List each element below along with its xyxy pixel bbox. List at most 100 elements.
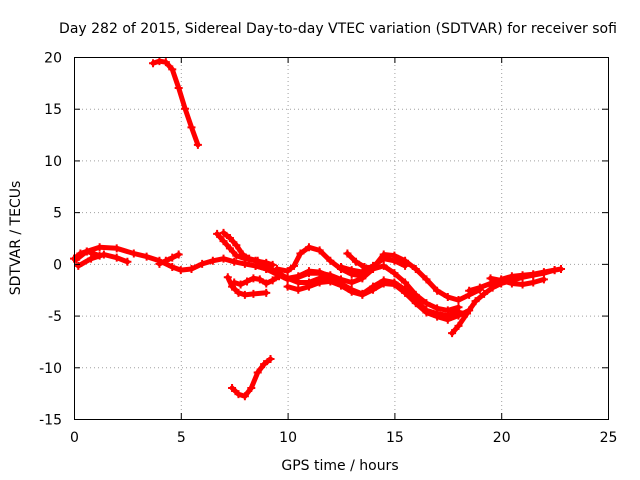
series-arc-4 (156, 252, 182, 267)
data-point (379, 261, 388, 270)
data-point (219, 228, 228, 237)
data-point (262, 279, 271, 288)
data-point (74, 261, 83, 270)
data-point (390, 269, 399, 278)
data-point (304, 269, 313, 278)
data-point (507, 272, 516, 281)
y-tick-label: 15 (44, 102, 62, 118)
data-point (454, 311, 463, 320)
data-point (99, 250, 108, 259)
data-point (507, 279, 516, 288)
data-point (343, 249, 352, 258)
data-point (251, 261, 260, 270)
data-point (95, 243, 104, 252)
data-point (550, 266, 559, 275)
data-point (243, 277, 252, 286)
data-point (448, 329, 457, 338)
data-point (230, 257, 239, 266)
data-point (304, 243, 313, 252)
data-point (262, 265, 271, 274)
chart-title: Day 282 of 2015, Sidereal Day-to-day VTE… (59, 21, 617, 37)
data-point (198, 259, 207, 268)
data-point (187, 265, 196, 274)
data-point (161, 58, 170, 67)
data-point (358, 268, 367, 277)
data-point (240, 290, 249, 299)
data-point (249, 274, 258, 283)
y-tick-label: -10 (39, 361, 62, 377)
plot-frame (74, 57, 609, 420)
data-point (422, 308, 431, 317)
data-point (422, 299, 431, 308)
x-tick-label: 25 (600, 430, 618, 446)
data-point (390, 256, 399, 265)
data-point (245, 254, 254, 263)
data-point (234, 288, 243, 297)
data-point (72, 255, 81, 264)
y-tick-label: 10 (44, 154, 62, 170)
data-point (155, 259, 164, 268)
data-point (249, 289, 258, 298)
data-point (219, 237, 228, 246)
data-point (225, 234, 234, 242)
data-point (230, 278, 239, 287)
data-point (213, 229, 222, 238)
data-point (529, 270, 538, 279)
data-point (142, 252, 151, 261)
ticks (74, 57, 609, 420)
data-point (260, 360, 269, 369)
data-point (454, 321, 463, 330)
data-point (539, 268, 548, 277)
data-point (208, 256, 217, 265)
y-tick-label: 20 (44, 51, 62, 67)
data-point (283, 267, 292, 276)
data-point (360, 262, 369, 271)
data-point (379, 254, 388, 263)
data-point (347, 278, 356, 287)
data-point (294, 285, 303, 294)
data-point (433, 312, 442, 321)
x-axis-label: GPS time / hours (281, 458, 398, 474)
data-point (268, 276, 277, 285)
x-tick-label: 15 (386, 430, 404, 446)
data-point (82, 247, 91, 256)
data-point (236, 280, 245, 289)
data-point (471, 297, 480, 306)
data-point (294, 278, 303, 287)
data-point (390, 280, 399, 289)
y-tick-label: 0 (53, 257, 62, 273)
data-point (326, 277, 335, 286)
data-point (411, 265, 420, 274)
data-point (234, 390, 243, 399)
data-point (174, 250, 183, 259)
data-point (112, 253, 121, 262)
data-point (315, 278, 324, 287)
data-point (529, 278, 538, 287)
data-point (486, 274, 495, 283)
data-point (497, 276, 506, 285)
data-point (225, 244, 234, 253)
data-point (123, 257, 132, 266)
data-point (176, 266, 185, 275)
data-point (253, 256, 262, 265)
data-point (369, 285, 378, 294)
data-point (296, 249, 305, 258)
data-point (129, 249, 138, 258)
data-point (358, 290, 367, 299)
data-point (247, 383, 256, 392)
data-point (337, 262, 345, 271)
data-point (174, 84, 183, 93)
data-point (422, 275, 431, 284)
series-group (70, 57, 566, 401)
data-point (539, 275, 548, 284)
data-point (168, 253, 177, 262)
data-point (223, 273, 232, 282)
data-point (290, 261, 299, 270)
x-tick-label: 5 (177, 430, 186, 446)
data-point (347, 287, 356, 296)
y-tick-label: -5 (48, 309, 62, 325)
data-point (480, 289, 489, 298)
data-point (87, 254, 96, 263)
data-point (351, 257, 360, 266)
tick-labels: 0 5 10 15 20 25 -15 -10 -5 0 5 10 15 20 (39, 51, 617, 447)
